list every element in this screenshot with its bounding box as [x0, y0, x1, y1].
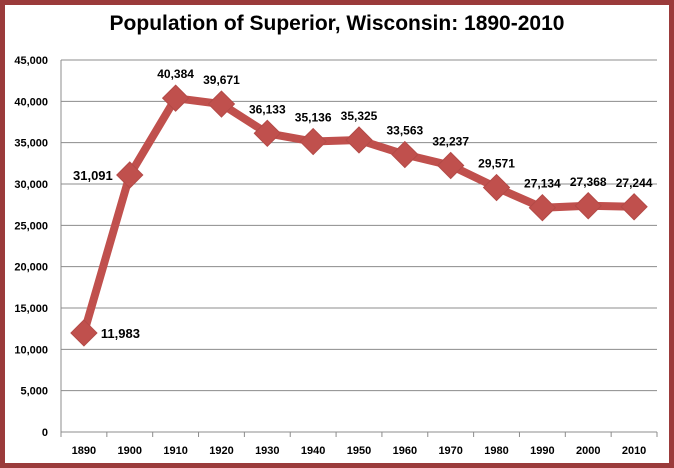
data-point: [70, 319, 98, 347]
data-label: 35,136: [295, 111, 332, 125]
x-tick-label: 1890: [72, 445, 96, 457]
data-label: 32,237: [432, 135, 469, 149]
data-point: [391, 140, 419, 169]
data-label: 27,368: [570, 175, 607, 189]
x-tick-label: 1960: [393, 445, 417, 457]
x-tick-label: 2000: [576, 445, 600, 457]
x-tick-label: 1920: [209, 445, 233, 457]
x-tick-label: 1990: [530, 445, 554, 457]
x-tick-label: 1970: [438, 445, 462, 457]
data-label: 11,983: [101, 326, 140, 341]
data-label: 36,133: [249, 102, 286, 116]
data-label: 35,325: [341, 109, 378, 123]
y-tick-label: 20,000: [14, 262, 48, 274]
x-tick-label: 1950: [347, 445, 371, 457]
data-label: 27,134: [524, 177, 561, 191]
data-label: 27,244: [616, 176, 653, 190]
x-tick-label: 1930: [255, 445, 279, 457]
data-label: 29,571: [478, 157, 515, 171]
chart-title: Population of Superior, Wisconsin: 1890-…: [109, 12, 565, 35]
data-point: [299, 127, 327, 156]
y-tick-label: 0: [42, 427, 48, 439]
data-label: 33,563: [386, 124, 423, 138]
data-point: [116, 161, 144, 189]
y-tick-label: 25,000: [14, 220, 48, 232]
data-point: [482, 173, 511, 202]
data-point: [574, 192, 602, 220]
x-tick-label: 1900: [118, 445, 142, 457]
data-point: [436, 151, 465, 180]
data-point: [345, 126, 373, 154]
data-label: 31,091: [73, 168, 113, 183]
x-tick-label: 1910: [163, 445, 187, 457]
y-tick-label: 45,000: [14, 55, 48, 67]
y-tick-label: 30,000: [14, 179, 48, 191]
data-point: [207, 90, 236, 118]
data-label: 39,671: [203, 73, 240, 87]
x-tick-label: 1940: [301, 445, 325, 457]
data-point: [161, 84, 190, 112]
data-point: [620, 193, 648, 221]
x-tick-label: 2010: [622, 445, 646, 457]
y-tick-label: 15,000: [14, 303, 48, 315]
data-point: [253, 119, 282, 148]
data-label: 40,384: [157, 67, 194, 81]
y-tick-label: 5,000: [20, 386, 48, 398]
y-tick-label: 40,000: [14, 96, 48, 108]
y-tick-label: 10,000: [14, 344, 48, 356]
x-tick-label: 1980: [484, 445, 508, 457]
data-point: [528, 193, 557, 222]
y-tick-label: 35,000: [14, 138, 48, 150]
